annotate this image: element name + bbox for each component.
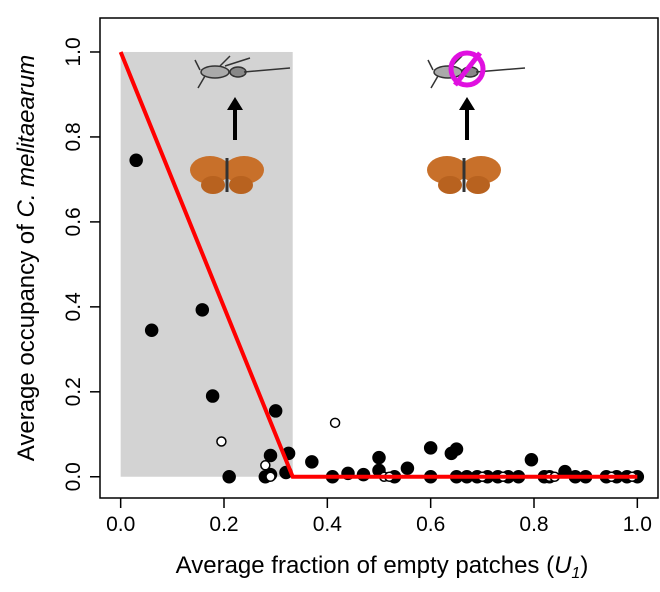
x-tick-label: 0.2 <box>209 513 238 536</box>
point-filled <box>524 453 539 467</box>
fitted-line <box>118 51 638 479</box>
y-tick-label: 1.0 <box>62 37 85 66</box>
point-filled <box>423 441 438 455</box>
y-label-species: C. melitaearum <box>13 55 40 218</box>
point-filled <box>305 455 319 469</box>
y-tick-label: 0.8 <box>62 122 85 151</box>
point-filled <box>195 303 210 317</box>
x-label-end: ) <box>580 552 588 579</box>
point-filled <box>263 448 278 463</box>
point-filled <box>268 404 283 418</box>
x-label-text: Average fraction of empty patches ( <box>176 552 554 579</box>
point-filled <box>372 450 386 465</box>
x-tick-label: 1.0 <box>623 513 652 536</box>
x-tick-label: 0.8 <box>519 513 548 536</box>
point-open <box>260 460 271 471</box>
plot-area: 0.0 0.2 0.4 0.6 0.8 1.0 0.0 0.2 0.4 0.6 0.8 1.0 <box>62 17 659 536</box>
x-axis-label: Average fraction of empty patches (U1) <box>176 552 589 582</box>
point-open <box>216 436 227 447</box>
y-tick-label: 0.6 <box>62 207 85 236</box>
point-filled <box>205 389 220 403</box>
y-tick-label: 0.0 <box>62 462 85 491</box>
icon-butterfly-left <box>190 156 264 194</box>
x-label-var: U <box>554 552 572 579</box>
y-axis-label: Average occupancy of C. melitaearum <box>13 55 40 461</box>
point-filled <box>129 153 143 168</box>
x-label-sub: 1 <box>571 565 580 582</box>
point-filled <box>222 470 236 484</box>
icon-wasp-left <box>194 55 291 89</box>
prohibition-sign <box>448 50 486 88</box>
y-label-text: Average occupancy of <box>13 218 40 462</box>
point-filled <box>449 442 464 456</box>
point-open <box>265 471 276 483</box>
point-filled <box>356 467 371 482</box>
x-tick-label: 0.0 <box>106 513 135 536</box>
y-tick-label: 0.4 <box>62 292 85 322</box>
point-filled <box>144 323 159 337</box>
arrow-right <box>459 97 475 140</box>
plot-frame <box>99 17 659 499</box>
x-tick-label: 0.4 <box>313 513 343 536</box>
point-open <box>329 417 341 429</box>
arrow-left <box>227 97 243 140</box>
icon-butterfly-right <box>427 156 501 194</box>
x-tick-label: 0.6 <box>416 513 445 536</box>
y-tick-label: 0.2 <box>62 377 85 406</box>
point-filled <box>400 461 415 476</box>
